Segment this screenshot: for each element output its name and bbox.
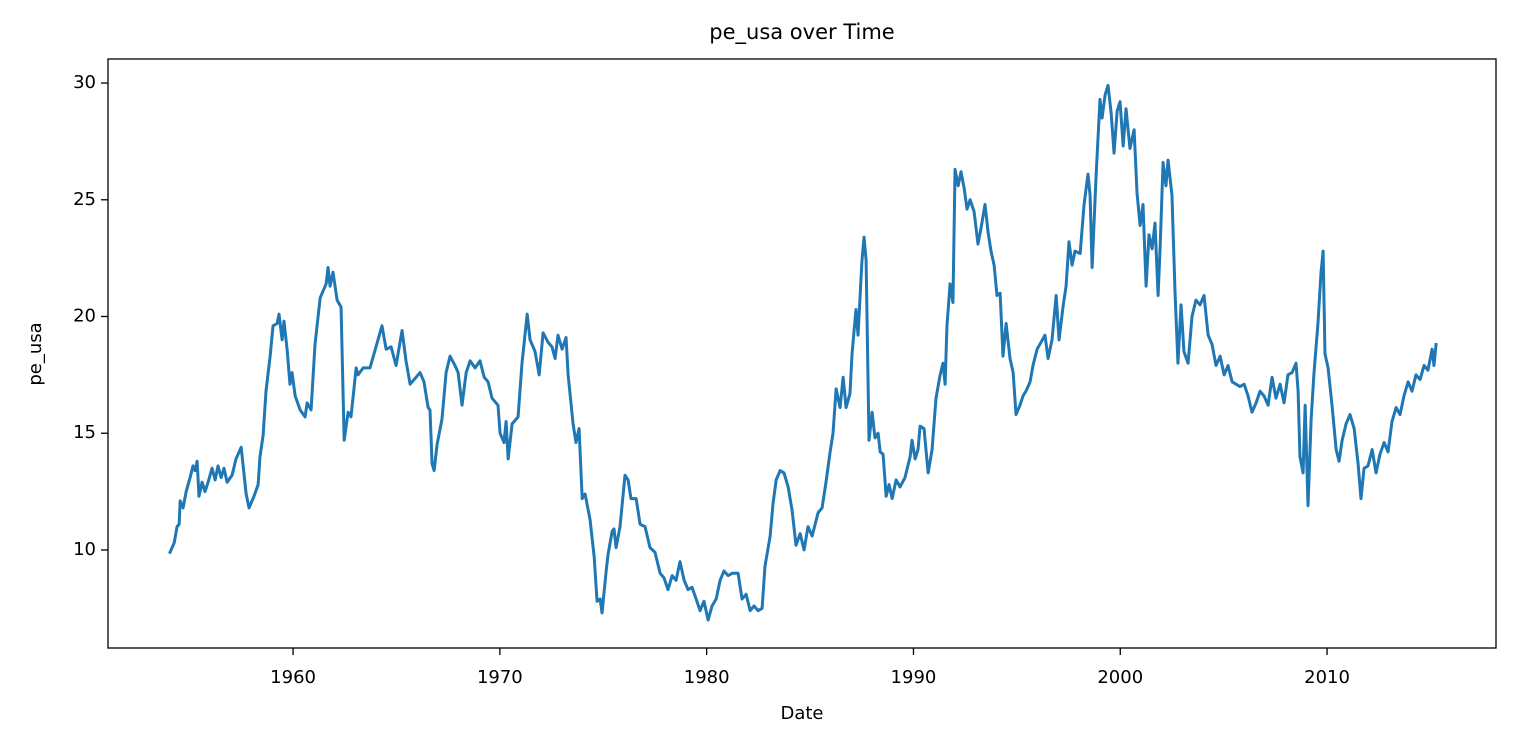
y-tick-label: 10 (73, 539, 96, 560)
y-tick-label: 15 (73, 422, 96, 443)
x-tick-label: 2000 (1097, 667, 1143, 688)
y-tick-label: 20 (73, 305, 96, 326)
x-axis-label: Date (780, 703, 823, 724)
y-axis-label: pe_usa (25, 322, 46, 385)
y-tick-label: 30 (73, 72, 96, 93)
y-tick-label: 25 (73, 189, 96, 210)
x-tick-label: 1960 (270, 667, 316, 688)
x-tick-label: 1980 (684, 667, 730, 688)
chart-title: pe_usa over Time (709, 20, 894, 45)
plot-frame (107, 58, 1497, 649)
x-tick-label: 1990 (891, 667, 937, 688)
x-tick-label: 1970 (477, 667, 523, 688)
x-tick-label: 2010 (1304, 667, 1350, 688)
data-line (168, 83, 1438, 622)
